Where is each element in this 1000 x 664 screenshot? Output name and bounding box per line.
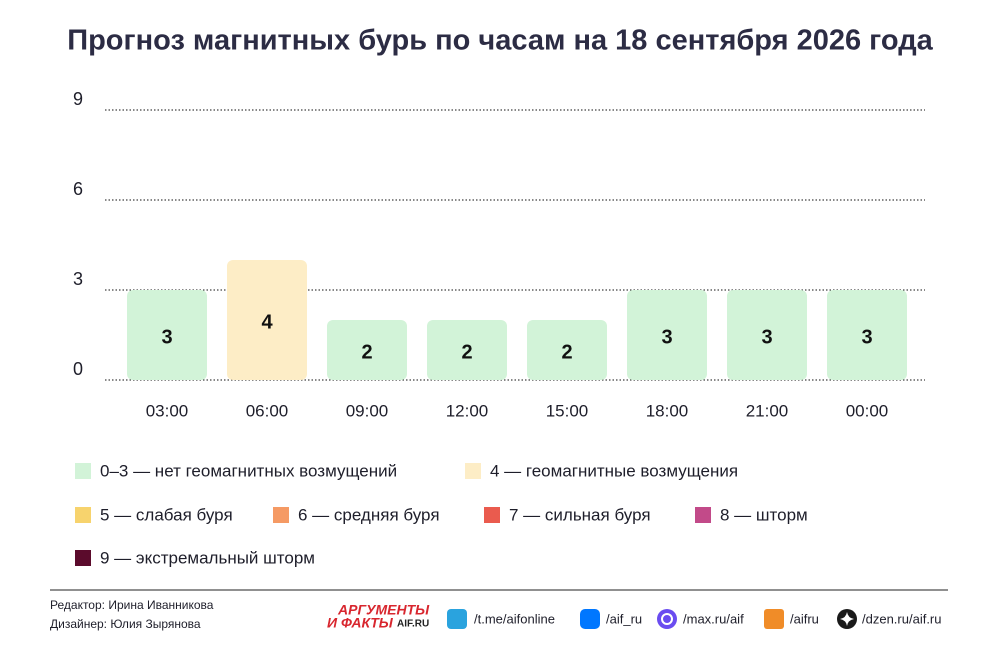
x-tick-label: 21:00 — [746, 401, 789, 420]
y-tick-label: 3 — [73, 269, 83, 289]
legend-label: 0–3 — нет геомагнитных возмущений — [100, 461, 397, 480]
x-tick-label: 09:00 — [346, 401, 389, 420]
x-tick-label: 03:00 — [146, 401, 189, 420]
social-link[interactable]: /dzen.ru/aif.ru — [862, 611, 942, 626]
x-tick-label: 06:00 — [246, 401, 289, 420]
value-label: 3 — [761, 326, 772, 348]
bar — [727, 290, 807, 380]
legend-swatch — [75, 507, 91, 523]
max-icon[interactable] — [657, 609, 677, 629]
logo-line: АРГУМЕНТЫ — [337, 602, 430, 618]
legend-swatch — [695, 507, 711, 523]
bar — [127, 290, 207, 380]
legend-swatch — [75, 550, 91, 566]
bar — [427, 320, 507, 380]
legend-label: 9 — экстремальный шторм — [100, 548, 315, 567]
bar — [827, 290, 907, 380]
legend-label: 6 — средняя буря — [298, 505, 440, 524]
value-label: 3 — [861, 326, 872, 348]
value-label: 3 — [161, 326, 172, 348]
value-label: 2 — [361, 341, 372, 363]
y-tick-label: 6 — [73, 179, 83, 199]
legend-label: 8 — шторм — [720, 505, 808, 524]
chart-title: Прогноз магнитных бурь по часам на 18 се… — [67, 25, 933, 57]
logo-line: AIF.RU — [397, 619, 429, 630]
x-tick-label: 00:00 — [846, 401, 889, 420]
x-tick-label: 12:00 — [446, 401, 489, 420]
legend-label: 7 — сильная буря — [509, 505, 651, 524]
bar — [327, 320, 407, 380]
legend-swatch — [75, 463, 91, 479]
y-tick-label: 9 — [73, 89, 83, 109]
value-label: 2 — [561, 341, 572, 363]
bar — [227, 260, 307, 380]
value-label: 4 — [261, 311, 273, 333]
legend-swatch — [273, 507, 289, 523]
value-label: 3 — [661, 326, 672, 348]
social-link[interactable]: /aifru — [790, 611, 819, 626]
designer: Дизайнер: Юлия Зырянова — [50, 617, 201, 631]
x-tick-label: 18:00 — [646, 401, 689, 420]
logo-line: И ФАКТЫ — [327, 615, 394, 631]
bar — [627, 290, 707, 380]
legend-swatch — [465, 463, 481, 479]
legend-label: 5 — слабая буря — [100, 505, 233, 524]
telegram-icon[interactable] — [447, 609, 467, 629]
x-tick-label: 15:00 — [546, 401, 589, 420]
legend-swatch — [484, 507, 500, 523]
social-link[interactable]: /aif_ru — [606, 611, 642, 626]
max-icon-ring — [661, 613, 673, 625]
ok-icon[interactable] — [764, 609, 784, 629]
bar — [527, 320, 607, 380]
editor: Редактор: Ирина Иванникова — [50, 598, 214, 612]
y-tick-label: 0 — [73, 359, 83, 379]
value-label: 2 — [461, 341, 472, 363]
dzen-star — [840, 612, 854, 626]
legend-label: 4 — геомагнитные возмущения — [490, 461, 738, 480]
social-link[interactable]: /t.me/aifonline — [474, 611, 555, 626]
logo[interactable]: АРГУМЕНТЫ И ФАКТЫ AIF.RU — [327, 602, 430, 631]
vk-icon[interactable] — [580, 609, 600, 629]
social-link[interactable]: /max.ru/aif — [683, 611, 744, 626]
